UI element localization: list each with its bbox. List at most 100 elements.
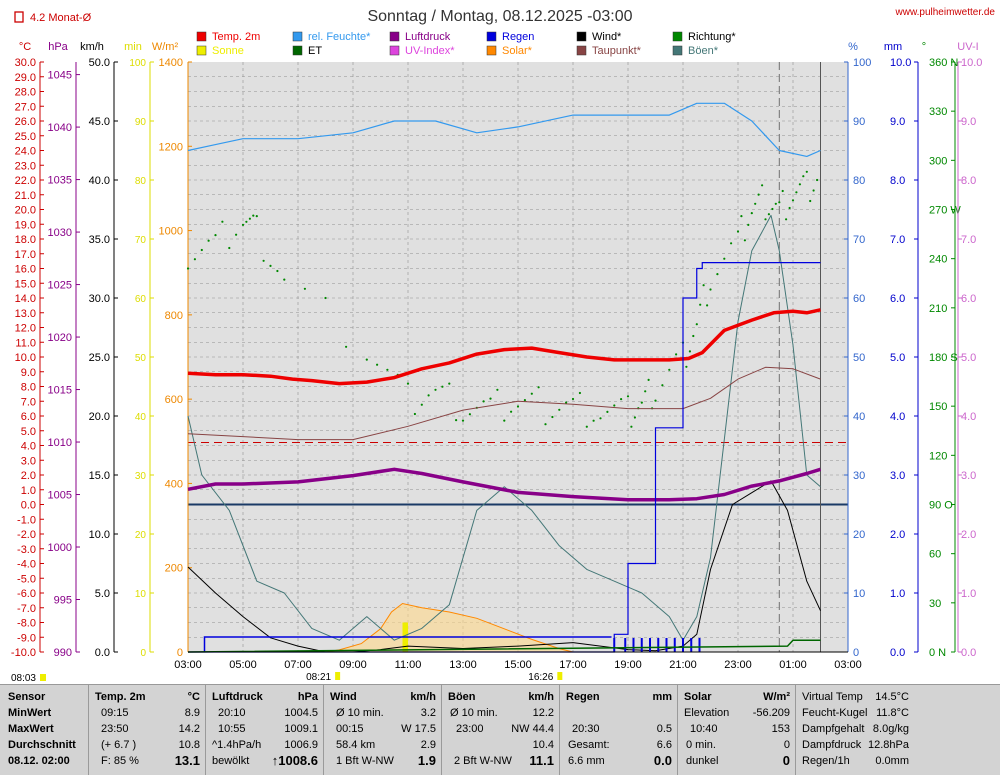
axis-tick-label-humidity: 60	[853, 293, 865, 305]
monthly-avg-box-icon	[14, 11, 24, 23]
solar-current-value: 0	[782, 753, 790, 768]
series-direction-point	[809, 199, 812, 203]
solar-elevation-value: -56.209	[752, 707, 790, 719]
axis-header-rain: mm	[884, 41, 902, 53]
wind-max-time: 00:15	[336, 723, 364, 735]
axis-tick-label-rain: 4.0	[890, 411, 905, 423]
axis-tick-label-pressure: 1035	[48, 175, 72, 187]
series-direction-point	[221, 220, 224, 223]
solar-column: Solar W/m² Elevation -56.209 10:40 153 0 mi…	[677, 685, 796, 775]
series-wind	[187, 480, 821, 653]
series-rain-baseline	[203, 636, 612, 652]
axis-tick-label-temp: 2.0	[21, 470, 36, 482]
series-direction-point	[571, 397, 575, 401]
series-direction-point	[781, 189, 784, 193]
series-direction-point	[468, 413, 471, 416]
axis-tick-label-direction: 210	[929, 303, 947, 315]
series-direction-point	[544, 423, 547, 426]
rain-unit: mm	[652, 691, 672, 703]
series-dewpoint	[187, 366, 821, 441]
pressure-unit: hPa	[297, 691, 318, 703]
axis-tick-label-temp: 23.0	[15, 160, 36, 172]
axis-tick-label-temp: 6.0	[21, 411, 36, 423]
rain-rate-value: 0.0mm	[875, 755, 909, 767]
axis-tick-label-temp: 24.0	[15, 146, 36, 158]
axis-tick-label-direction: 0 N	[929, 647, 946, 659]
legend-label: Luftdruck	[405, 31, 451, 43]
legend-swatch	[486, 45, 497, 56]
axis-tick-label-pressure: 1000	[48, 542, 72, 554]
summary-table: Sensor MinWert MaxWert Durchschnitt 08.1…	[0, 684, 1000, 775]
sunrise-marker: 08:21	[306, 672, 331, 683]
axis-tick-label-temp: 9.0	[21, 367, 36, 379]
series-direction-point	[523, 399, 527, 402]
axis-tick-label-solar: 600	[165, 394, 183, 406]
axis-tick-label-temp: -9.0	[17, 632, 36, 644]
rain-total-value: 6.6	[656, 739, 672, 751]
solar-max-value: 153	[771, 723, 790, 735]
axis-tick-label-temp: -4.0	[17, 559, 36, 571]
series-direction-point	[228, 246, 231, 250]
pressure-max-value: 1009.1	[284, 723, 318, 735]
axis-tick-label-temp: 20.0	[15, 205, 36, 217]
series-direction-point	[795, 191, 798, 194]
temp-delta: (+ 6.7 )	[101, 739, 137, 751]
series-direction-point	[716, 273, 719, 276]
series-direction-point	[578, 391, 582, 395]
series-direction-point	[324, 296, 327, 300]
astro-marker-icon	[40, 674, 46, 681]
series-direction-point	[802, 175, 805, 178]
axis-tick-label-temp: 17.0	[15, 249, 36, 261]
x-tick-label: 15:00	[504, 659, 532, 671]
x-tick-label: 13:00	[449, 659, 477, 671]
axis-tick-label-pressure: 1010	[48, 437, 72, 449]
legend-swatch	[576, 31, 587, 42]
axis-header-pressure: hPa	[48, 41, 68, 53]
series-direction-point	[420, 403, 423, 406]
chart-title: Sonntag / Montag, 08.12.2025 -03:00	[367, 8, 632, 25]
series-direction-point	[754, 202, 757, 205]
axis-tick-label-sun: 20	[135, 530, 147, 541]
series-direction-point	[688, 350, 692, 353]
axis-tick-label-sun: 40	[135, 412, 147, 423]
series-direction-point	[235, 233, 238, 236]
axis-header-uv: UV-I	[957, 41, 978, 53]
series-direction-point	[558, 408, 561, 411]
axis-tick-label-wind: 40.0	[89, 175, 110, 187]
series-et	[187, 639, 821, 653]
series-direction-point	[376, 363, 379, 366]
source-url[interactable]: www.pulheimwetter.de	[895, 7, 996, 18]
x-tick-label: 05:00	[229, 659, 257, 671]
gust-max-value: NW 44.4	[511, 723, 554, 735]
series-direction-point	[785, 218, 788, 221]
temp-max-time: 23:50	[101, 723, 129, 735]
axis-tick-label-rain: 2.0	[890, 529, 905, 541]
temp-current-value: 13.1	[174, 753, 200, 768]
axis-tick-label-uv: 4.0	[961, 411, 976, 423]
wind-avg-label: Ø 10 min.	[336, 707, 384, 719]
axis-tick-label-uv: 7.0	[961, 234, 976, 246]
axis-tick-label-wind: 0.0	[95, 647, 110, 659]
axis-tick-label-wind: 50.0	[89, 57, 110, 69]
pressure-current-value: ↑1008.6	[271, 753, 318, 768]
axis-tick-label-pressure: 1025	[48, 280, 72, 292]
series-direction-point	[551, 415, 554, 419]
axis-tick-label-temp: 18.0	[15, 234, 36, 246]
series-direction-point	[640, 401, 643, 404]
temp-min-time: 09:15	[101, 707, 129, 719]
axis-tick-label-temp: 29.0	[15, 72, 36, 84]
vapor-pressure-label: Dampfdruck	[802, 739, 862, 751]
virtual-temp-label: Virtual Temp	[802, 691, 863, 703]
legend-label: Böen*	[688, 45, 719, 57]
rain-day-sum: 6.6 mm	[568, 755, 605, 767]
legend-swatch	[576, 45, 587, 56]
axis-tick-label-direction: 300	[929, 155, 947, 167]
gust-avg-value: 12.2	[532, 707, 554, 719]
series-direction-point	[706, 304, 709, 307]
axis-tick-label-solar: 400	[165, 478, 183, 490]
sensor-header: Sensor	[8, 691, 46, 703]
axis-tick-label-sun: 100	[129, 58, 146, 69]
series-direction-point	[798, 183, 802, 186]
extra-column: Virtual Temp 14.5°C Feucht-Kugel 11.8°C Da…	[795, 685, 1000, 775]
series-direction-point	[661, 384, 664, 387]
